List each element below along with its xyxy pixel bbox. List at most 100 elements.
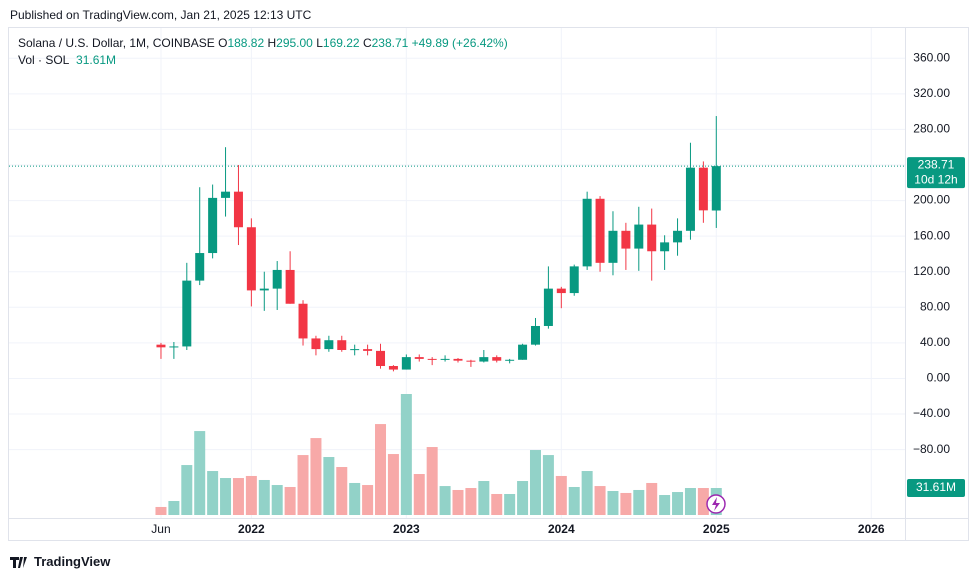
volume-pane <box>155 394 722 515</box>
volume-bar <box>207 471 219 515</box>
volume-legend: Vol · SOL 31.61M <box>18 53 116 67</box>
y-tick-label: 200.00 <box>913 193 950 207</box>
candle-body <box>246 227 256 291</box>
candle-body <box>195 253 205 281</box>
y-tick-label: 80.00 <box>920 299 950 313</box>
volume-bar <box>620 492 632 515</box>
volume-bar <box>504 493 516 515</box>
candle-body <box>660 242 670 252</box>
candle-body <box>595 198 605 263</box>
volume-bar <box>607 491 619 515</box>
y-tick-label: −40.00 <box>913 406 950 420</box>
volume-bar <box>633 489 645 515</box>
candle-body <box>685 167 695 231</box>
candle-body <box>298 303 308 339</box>
y-tick-label: 280.00 <box>913 122 950 136</box>
candle-body <box>543 288 553 326</box>
ohlc-value: 295.00 <box>276 36 313 50</box>
last-price-box <box>907 157 965 189</box>
volume-bar <box>697 488 709 515</box>
candle-body <box>414 357 424 359</box>
candle-body <box>427 358 437 360</box>
grid <box>9 28 905 518</box>
ohlc-letter: O <box>218 36 228 50</box>
volume-bar <box>387 454 399 515</box>
volume-bar <box>581 471 593 515</box>
candle-body <box>647 224 657 252</box>
candle-body <box>530 325 540 345</box>
symbol-title: Solana / U.S. Dollar, 1M, COINBASE <box>18 36 215 50</box>
volume-bar <box>542 455 554 515</box>
candle-body <box>337 340 347 350</box>
change: +49.89 (+26.42%) <box>411 36 508 50</box>
candle-body <box>285 269 295 304</box>
candle-body <box>556 288 566 294</box>
candle-body <box>324 340 334 350</box>
volume-bar <box>297 455 309 515</box>
y-tick-label: 160.00 <box>913 228 950 242</box>
volume-bar <box>284 486 296 515</box>
ohlc-letter: H <box>267 36 277 50</box>
volume-bar <box>220 478 232 515</box>
y-tick-label: 320.00 <box>913 86 950 100</box>
candle-body <box>634 224 644 249</box>
candle-body <box>388 366 398 370</box>
ohlc-value: 188.82 <box>227 36 265 50</box>
volume-bar <box>349 482 361 515</box>
x-tick-label: 2025 <box>703 522 730 536</box>
volume-bar <box>672 492 684 515</box>
volume-bar <box>517 481 529 515</box>
volume-label: 31.61M <box>916 480 956 494</box>
volume-bar <box>684 488 696 515</box>
volume-bar <box>155 506 167 515</box>
y-tick-label: 0.00 <box>927 371 951 385</box>
ohlc-letter: C <box>362 36 372 50</box>
y-tick-label: 40.00 <box>920 335 950 349</box>
candle-body <box>221 191 231 198</box>
candle-body <box>363 349 373 351</box>
candle-body <box>233 191 243 228</box>
candle-body <box>505 359 515 361</box>
candle-body <box>156 344 166 348</box>
x-tick-label: Jun <box>151 522 170 536</box>
candle-body <box>711 166 721 211</box>
y-tick-label: 360.00 <box>913 50 950 64</box>
candle-body <box>608 230 618 263</box>
candle-body <box>621 230 631 249</box>
x-tick-label: 2022 <box>238 522 265 536</box>
volume-bar <box>646 482 658 515</box>
volume-bar <box>181 465 193 515</box>
symbol-legend: Solana / U.S. Dollar, 1M, COINBASE O188.… <box>18 36 508 50</box>
candles <box>9 116 905 372</box>
y-tick-label: −80.00 <box>913 442 950 456</box>
candle-body <box>259 288 269 291</box>
candle-body <box>673 230 683 243</box>
event-bolt <box>712 497 720 511</box>
volume-bar <box>568 486 580 515</box>
candle-body <box>208 197 218 254</box>
volume-bar <box>310 438 322 515</box>
volume-bar <box>555 475 567 515</box>
volume-label-box <box>907 479 965 498</box>
ohlc-value: 169.22 <box>322 36 360 50</box>
volume-bar <box>659 495 671 515</box>
candle-body <box>479 357 489 362</box>
ohlc-letter: L <box>316 36 323 50</box>
ohlc: O188.82 H295.00 L169.22 C238.71 <box>218 36 408 50</box>
volume-bar <box>413 474 425 515</box>
volume-title: Vol · SOL <box>18 53 70 67</box>
x-tick-label: 2026 <box>858 522 885 536</box>
countdown-label: 10d 12h <box>914 172 957 186</box>
volume-bar <box>478 481 490 515</box>
volume-bar <box>362 485 374 515</box>
volume-bar <box>452 489 464 515</box>
volume-bar <box>232 478 244 515</box>
candle-body <box>169 346 179 348</box>
volume-bar <box>465 488 477 515</box>
last-price-label: 238.71 <box>918 157 955 171</box>
volume-bar <box>336 467 348 515</box>
ohlc-value: 238.71 <box>371 36 409 50</box>
footer-logo: TradingView <box>34 554 111 569</box>
